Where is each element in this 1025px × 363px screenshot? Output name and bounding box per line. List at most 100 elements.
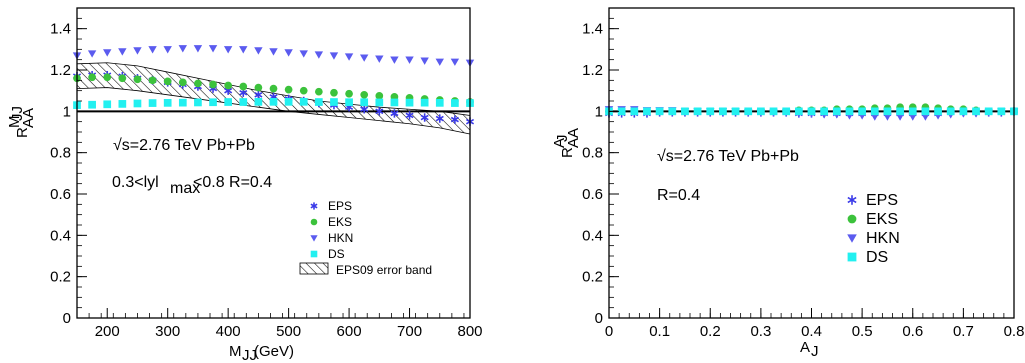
ds-point (719, 107, 727, 116)
y-tick-label: 0 (63, 310, 71, 327)
right-legend: EPS EKS HKN DS (847, 192, 900, 266)
eks-point (194, 79, 202, 88)
legend-marker-ds (310, 250, 318, 258)
ds-point (435, 99, 444, 107)
ds-point (269, 97, 278, 106)
ds-point (757, 107, 765, 116)
hkn-point (299, 50, 308, 58)
eps-point (405, 111, 414, 120)
eks-point (163, 77, 172, 86)
left-panel: 0 0.2 0.4 0.6 0.8 1 1.2 1.4 200 300 400 500 600 700 80… (6, 7, 483, 363)
eps-point (450, 115, 459, 124)
hkn-point (284, 49, 293, 57)
legend-marker-eps (310, 202, 318, 210)
ds-point (643, 107, 651, 116)
ds-point (314, 98, 323, 106)
ds-point (908, 107, 917, 116)
x-tick-label: 0.8 (1004, 323, 1025, 340)
series-ds (73, 97, 474, 109)
eks-point (224, 81, 233, 90)
left-annotation-energy: √s=2.76 TeV Pb+Pb (113, 137, 255, 154)
ds-point (284, 97, 293, 106)
x-tick-label: 500 (276, 323, 301, 340)
eks-point (375, 91, 384, 100)
eps-point (390, 109, 399, 118)
legend-item-ds: DS (310, 247, 345, 261)
eks-point (299, 86, 308, 95)
left-x-axis-title: M JJ (GeV) (229, 343, 294, 363)
hkn-point (178, 45, 188, 53)
legend-label: HKN (866, 230, 900, 247)
svg-text:M: M (229, 343, 242, 360)
legend-label: DS (866, 249, 888, 266)
ds-point (870, 107, 879, 116)
hkn-point (870, 113, 879, 121)
ds-point (345, 98, 353, 107)
ds-point (946, 107, 955, 116)
hkn-point (895, 113, 905, 121)
y-tick-label: 0.8 (50, 145, 71, 162)
svg-text:AA: AA (565, 128, 582, 148)
x-tick-label: 0.5 (852, 323, 873, 340)
legend-item-hkn: HKN (847, 230, 900, 247)
eks-point (133, 75, 142, 84)
hkn-point (359, 54, 369, 62)
left-legend: EPS EKS HKN DS EPS09 error band (299, 199, 432, 277)
svg-text:(GeV): (GeV) (254, 343, 294, 360)
svg-text:max: max (170, 180, 200, 197)
ds-point (655, 107, 664, 116)
y-tick-label: 0 (595, 310, 603, 327)
left-data-series (72, 45, 475, 126)
x-tick-label: 0.2 (700, 323, 721, 340)
eks-point (239, 82, 248, 91)
ds-point (959, 107, 968, 116)
legend-hatch-swatch (299, 262, 329, 275)
svg-text:A: A (551, 138, 568, 148)
ds-point (858, 107, 866, 116)
legend-item-ds: DS (847, 249, 888, 266)
hkn-point (133, 47, 142, 55)
hkn-point (208, 45, 218, 53)
ds-point (845, 107, 854, 116)
right-annotation-energy: √s=2.76 TeV Pb+Pb (657, 148, 799, 165)
svg-text:JJ: JJ (242, 347, 257, 363)
ds-point (807, 107, 816, 116)
eks-point (209, 80, 217, 89)
y-tick-label: 0.2 (50, 269, 71, 286)
right-annotation-radius: R=0.4 (657, 187, 700, 204)
ds-point (769, 107, 778, 116)
hkn-point (450, 58, 460, 66)
ds-point (934, 107, 942, 116)
hkn-point (908, 113, 917, 121)
legend-marker-ds (847, 252, 857, 262)
x-tick-label: 0.6 (902, 323, 923, 340)
y-tick-label: 1.4 (50, 21, 71, 38)
ds-point (921, 107, 930, 116)
eps-point (254, 90, 263, 99)
hkn-point (269, 48, 278, 56)
svg-text:R: R (559, 147, 576, 158)
series-hkn (72, 45, 475, 67)
hkn-point (921, 113, 930, 121)
eks-point (330, 88, 338, 97)
legend-marker-hkn (310, 235, 318, 242)
legend-item-hkn: HKN (310, 231, 353, 245)
ds-point (630, 107, 639, 116)
ds-point (103, 100, 112, 109)
legend-marker-hkn (847, 234, 857, 243)
ds-point (744, 107, 753, 116)
y-tick-label: 1.2 (582, 62, 603, 79)
left-annotation-rapidity: 0.3<lyl max <0.8 R=0.4 (112, 174, 272, 197)
y-tick-label: 0.8 (582, 145, 603, 162)
ds-point (405, 98, 414, 107)
ds-point (299, 97, 308, 106)
ds-point (820, 107, 829, 116)
svg-text:R: R (14, 127, 31, 138)
svg-text:M: M (6, 116, 23, 129)
ds-point (209, 98, 217, 107)
svg-text:R=0.4: R=0.4 (657, 187, 700, 204)
svg-text:√s=2.76 TeV Pb+Pb: √s=2.76 TeV Pb+Pb (657, 148, 799, 165)
y-tick-label: 0.6 (582, 186, 603, 203)
hkn-point (883, 113, 892, 121)
y-tick-label: 0.2 (582, 269, 603, 286)
